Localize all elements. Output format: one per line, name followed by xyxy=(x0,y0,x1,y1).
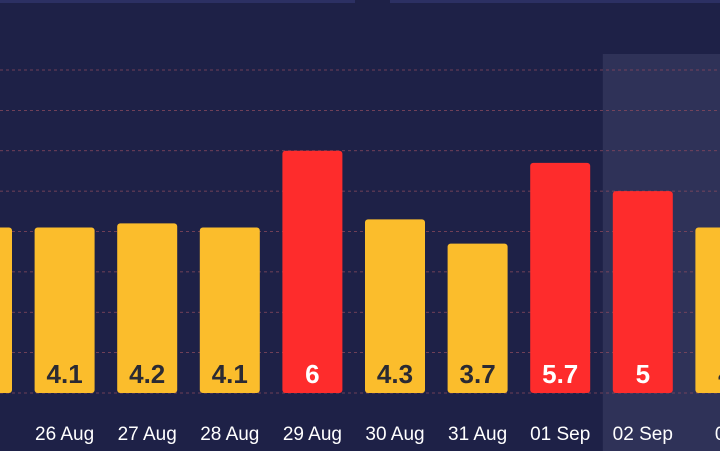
bar-value-label: 5 xyxy=(636,359,650,389)
bar-value-label: 3.7 xyxy=(460,359,496,389)
bar-4 xyxy=(282,150,343,393)
bar-2 xyxy=(117,223,178,393)
bar-value-label: 4.3 xyxy=(377,359,413,389)
x-tick-label: 31 Aug xyxy=(448,424,507,445)
x-tick-label: 02 Sep xyxy=(613,424,673,445)
x-tick-label: 01 Sep xyxy=(530,424,590,445)
bar-value-label: 4.2 xyxy=(129,359,165,389)
x-tick-label: 29 Aug xyxy=(283,424,342,445)
bar-1 xyxy=(34,227,95,393)
bar-value-label: 6 xyxy=(305,359,319,389)
top-bar-segment-right xyxy=(390,0,720,3)
bar-8 xyxy=(612,191,673,393)
bar-3 xyxy=(199,227,260,393)
bar-value-label: 5.7 xyxy=(542,359,578,389)
bar-value-label: 4 xyxy=(718,359,720,389)
bar-5 xyxy=(365,219,425,393)
x-tick-label: 26 Aug xyxy=(35,424,94,445)
x-tick-label: 30 Aug xyxy=(365,424,424,445)
bar-6 xyxy=(447,243,508,393)
bar-9 xyxy=(695,227,720,393)
x-tick-label: 28 Aug xyxy=(200,424,259,445)
x-tick-label: 27 Aug xyxy=(118,424,177,445)
x-tick-label: 03 xyxy=(715,424,720,445)
bar-0 xyxy=(0,227,12,393)
bar-value-label: 4.1 xyxy=(47,359,83,389)
bar-value-label: 4.1 xyxy=(212,359,248,389)
top-bar-segment-left xyxy=(0,0,355,3)
bar-7 xyxy=(530,162,591,393)
